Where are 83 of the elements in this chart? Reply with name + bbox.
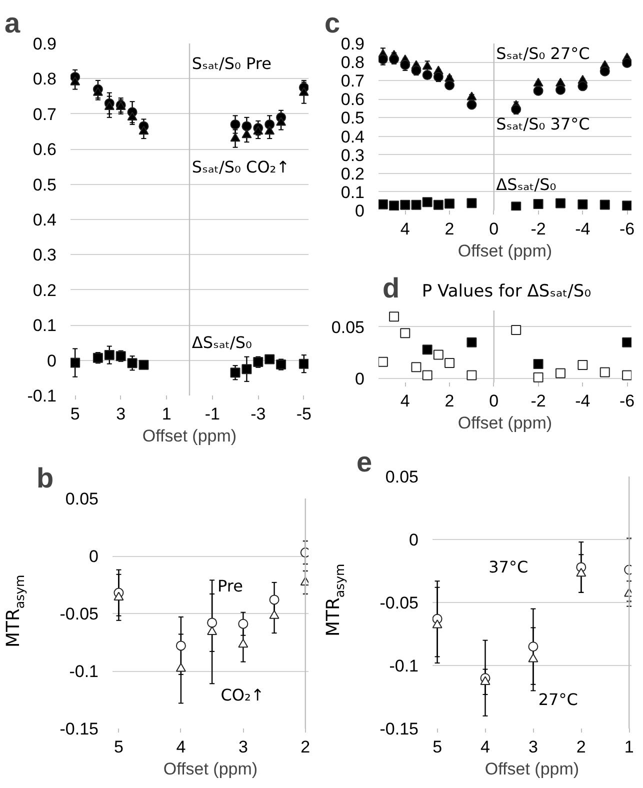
annotation: CO₂↑ [220,686,264,705]
y-tick-label: 0.1 [32,316,57,336]
y-tick-label: 0.7 [32,104,57,124]
y-tick-label: 0 [355,369,365,388]
annotation: 37°C [488,558,528,577]
chart-title: e [356,446,372,478]
y-tick-label: -0.05 [60,604,98,624]
x-tick-label: -2 [530,392,546,410]
chart-title: b [36,462,54,494]
x-tick-label: 3 [528,738,538,756]
x-tick-label: -3 [250,404,266,424]
y-tick-label: 0.8 [340,53,365,72]
x-tick-label: 4 [176,738,186,756]
x-tick-label: 5 [70,404,80,424]
annotation: Sₛₐₜ/S₀ 37°C [496,114,590,134]
x-axis-title: Offset (ppm) [163,760,258,778]
x-tick-label: 1 [162,404,172,424]
chart-subtitle: P Values for ΔSₛₐₜ/S₀ [422,281,592,302]
x-tick-label: -1 [204,404,220,424]
y-tick-label: 0.05 [65,490,99,508]
annotation: Sₛₐₜ/S₀ Pre [192,54,272,74]
annotation: Sₛₐₜ/S₀ CO₂↑ [192,158,290,177]
x-tick-label: 4 [400,392,410,410]
x-axis-title: Offset (ppm) [484,760,580,778]
x-tick-label: -4 [575,220,590,238]
x-tick-label: 0 [489,220,499,238]
y-tick-label: 0.4 [340,127,365,146]
y-tick-label: 0.6 [340,90,365,110]
x-tick-label: 1 [624,738,634,756]
y-tick-label: 0.4 [32,210,57,230]
y-tick-label: -0.1 [389,656,419,676]
x-tick-label: -4 [575,392,590,410]
x-axis-title: Offset (ppm) [142,426,237,446]
annotation: ΔSₛₐₜ/S₀ [192,333,252,352]
y-tick-label: 0 [89,547,99,566]
x-tick-label: 2 [300,738,310,756]
y-tick-label: -0.1 [27,386,57,406]
y-tick-label: 0.3 [340,146,365,165]
y-axis-title: MTRasym [2,574,28,648]
y-tick-label: 0.05 [385,468,419,486]
x-axis-title: Offset (ppm) [458,242,552,260]
x-tick-label: -6 [620,392,635,410]
y-tick-label: 0 [409,530,419,550]
y-tick-label: 0.6 [32,140,57,160]
x-tick-label: -5 [296,404,312,424]
x-tick-label: 4 [480,738,490,756]
y-axis-title: MTRasym [322,564,348,637]
x-tick-label: 0 [489,392,499,410]
x-axis-title: Offset (ppm) [458,414,552,432]
x-tick-label: 3 [238,738,248,756]
y-tick-label: 0.7 [340,72,365,91]
x-tick-label: 2 [444,220,454,238]
y-tick-label: -0.15 [380,720,418,738]
annotation: 27°C [538,690,578,710]
x-tick-label: 5 [114,738,124,756]
chart-title: c [324,8,340,38]
y-tick-label: 0 [47,351,57,370]
x-tick-label: -6 [620,220,635,238]
x-tick-label: 5 [432,738,442,756]
chart-title: d [382,272,400,304]
x-tick-label: -2 [530,220,546,238]
x-tick-label: 2 [576,738,586,756]
y-tick-label: -0.15 [60,720,98,738]
y-tick-label: 0.9 [32,34,57,54]
y-tick-label: 0.2 [32,280,57,300]
y-tick-label: 0.8 [32,70,57,89]
y-tick-label: 0 [355,202,365,220]
y-tick-label: 0.2 [340,164,365,184]
y-tick-label: 0.1 [340,182,365,202]
x-tick-label: 4 [400,220,410,238]
y-tick-label: 0.3 [32,246,57,265]
y-tick-label: -0.05 [380,594,418,612]
annotation: ΔSₛₐₜ/S₀ [496,174,556,194]
annotation: Pre [218,576,243,596]
annotation: Sₛₐₜ/S₀ 27°C [496,44,590,64]
x-tick-label: 3 [116,404,126,424]
y-tick-label: 0.9 [340,34,365,54]
y-tick-label: 0.05 [331,318,365,337]
y-tick-label: 0.5 [32,175,57,194]
y-tick-label: 0.5 [340,108,365,128]
x-tick-label: 2 [444,392,454,410]
chart-title: a [4,8,20,38]
y-tick-label: -0.1 [69,662,99,681]
